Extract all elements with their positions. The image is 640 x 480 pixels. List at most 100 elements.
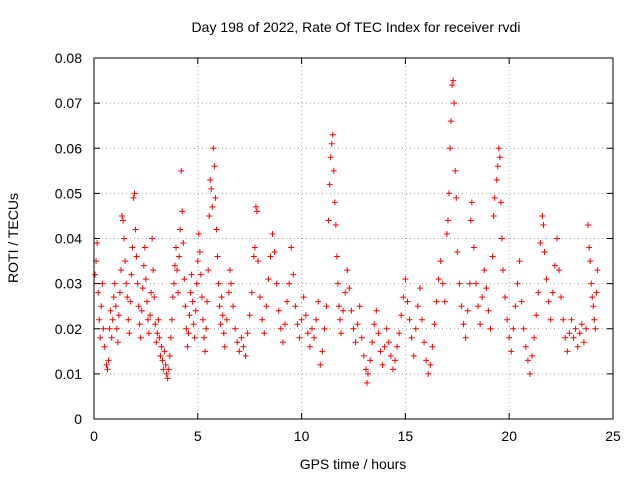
data-point <box>369 339 376 346</box>
data-point <box>133 253 140 260</box>
data-point <box>143 298 150 305</box>
data-point <box>174 267 181 274</box>
data-point <box>437 258 444 265</box>
data-point <box>242 352 249 359</box>
data-point <box>300 294 307 301</box>
data-point <box>344 267 351 274</box>
data-point <box>400 294 407 301</box>
data-point <box>433 298 440 305</box>
data-point <box>489 253 496 260</box>
data-point <box>131 190 138 197</box>
data-point <box>281 321 288 328</box>
data-point <box>467 217 474 224</box>
data-point <box>529 352 536 359</box>
data-point <box>460 321 467 328</box>
data-point <box>139 285 146 292</box>
data-point <box>464 307 471 314</box>
data-point <box>586 244 593 251</box>
x-tick-label: 20 <box>501 428 517 444</box>
data-point <box>253 208 260 215</box>
data-point <box>429 343 436 350</box>
data-point <box>531 334 538 341</box>
data-point <box>311 334 318 341</box>
data-point <box>132 226 139 233</box>
data-point <box>189 298 196 305</box>
data-point <box>412 325 419 332</box>
data-point <box>337 316 344 323</box>
data-point <box>182 303 189 310</box>
data-point <box>155 316 162 323</box>
data-point <box>590 303 597 310</box>
data-point <box>462 334 469 341</box>
data-point <box>354 321 361 328</box>
data-point <box>238 334 245 341</box>
data-point <box>250 253 257 260</box>
data-point <box>244 330 251 337</box>
data-point <box>365 370 372 377</box>
data-point <box>214 253 221 260</box>
data-point <box>319 348 326 355</box>
data-point <box>323 303 330 310</box>
data-point <box>95 289 102 296</box>
y-tick-label: 0.07 <box>55 95 82 111</box>
data-point <box>121 235 128 242</box>
data-point <box>335 303 342 310</box>
data-point <box>472 280 479 287</box>
data-point <box>120 217 127 224</box>
data-point <box>277 325 284 332</box>
data-point <box>130 194 137 201</box>
data-point <box>152 321 159 328</box>
data-point <box>138 307 145 314</box>
data-point <box>491 194 498 201</box>
data-point <box>470 244 477 251</box>
data-point <box>140 262 147 269</box>
data-point <box>169 294 176 301</box>
data-point <box>539 212 546 219</box>
data-point <box>398 312 405 319</box>
data-point <box>168 316 175 323</box>
data-point <box>191 334 198 341</box>
data-point <box>562 334 569 341</box>
data-point <box>578 321 585 328</box>
data-point <box>171 262 178 269</box>
data-point <box>186 312 193 319</box>
data-point <box>560 316 567 323</box>
data-point <box>313 316 320 323</box>
x-axis-label: GPS time / hours <box>300 456 407 472</box>
data-point <box>296 334 303 341</box>
data-point <box>157 352 164 359</box>
data-point <box>208 185 215 192</box>
data-point <box>165 366 172 373</box>
x-tick-label: 25 <box>605 428 621 444</box>
data-point <box>458 303 465 310</box>
data-point <box>225 289 232 296</box>
data-point <box>477 321 484 328</box>
data-point <box>441 298 448 305</box>
data-point <box>306 343 313 350</box>
data-point <box>506 334 513 341</box>
data-point <box>267 253 274 260</box>
data-point <box>286 280 293 287</box>
data-point <box>325 217 332 224</box>
data-point <box>594 267 601 274</box>
x-tick-label: 15 <box>398 428 414 444</box>
data-point <box>545 298 552 305</box>
data-point <box>512 303 519 310</box>
data-point <box>332 221 339 228</box>
data-point <box>516 258 523 265</box>
data-point <box>219 312 226 319</box>
data-point <box>350 325 357 332</box>
data-point <box>257 294 264 301</box>
data-point <box>255 258 262 265</box>
data-point <box>221 343 228 350</box>
data-point <box>160 366 167 373</box>
data-point <box>195 230 202 237</box>
data-point <box>498 235 505 242</box>
data-point <box>271 249 278 256</box>
data-point <box>275 307 282 314</box>
data-point <box>423 357 430 364</box>
data-point <box>338 330 345 337</box>
data-point <box>147 312 154 319</box>
data-point <box>483 285 490 292</box>
data-point <box>128 271 135 278</box>
